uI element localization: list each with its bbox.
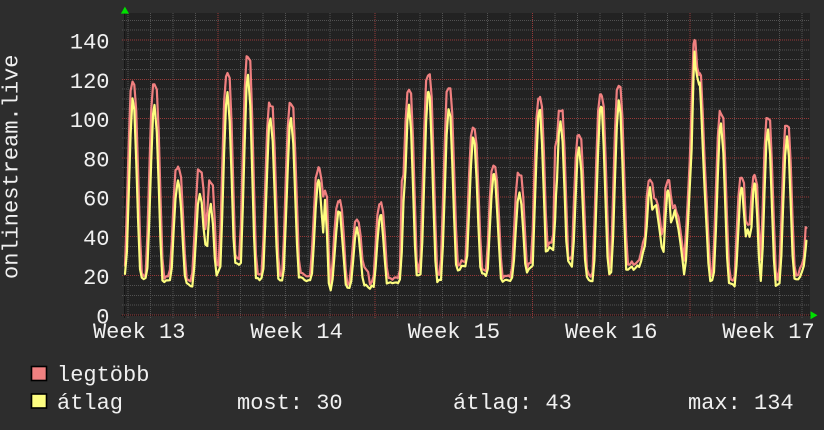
svg-text:Week 13: Week 13	[93, 320, 185, 345]
svg-text:most: 30: most: 30	[237, 391, 343, 416]
svg-text:onlinestream.live: onlinestream.live	[0, 55, 25, 279]
svg-text:Week 17: Week 17	[722, 320, 814, 345]
svg-text:átlag: átlag	[57, 391, 123, 416]
svg-text:120: 120	[70, 70, 110, 95]
svg-text:60: 60	[83, 188, 109, 213]
svg-text:40: 40	[83, 227, 109, 252]
svg-text:átlag: 43: átlag: 43	[453, 391, 572, 416]
svg-text:Week 16: Week 16	[565, 320, 657, 345]
svg-text:Week 14: Week 14	[250, 320, 342, 345]
svg-text:80: 80	[83, 148, 109, 173]
svg-text:100: 100	[70, 109, 110, 134]
svg-text:0: 0	[96, 306, 109, 331]
svg-text:140: 140	[70, 31, 110, 56]
svg-text:Week 15: Week 15	[408, 320, 500, 345]
svg-text:20: 20	[83, 266, 109, 291]
svg-text:max: 134: max: 134	[688, 391, 794, 416]
svg-text:legtöbb: legtöbb	[57, 363, 149, 388]
